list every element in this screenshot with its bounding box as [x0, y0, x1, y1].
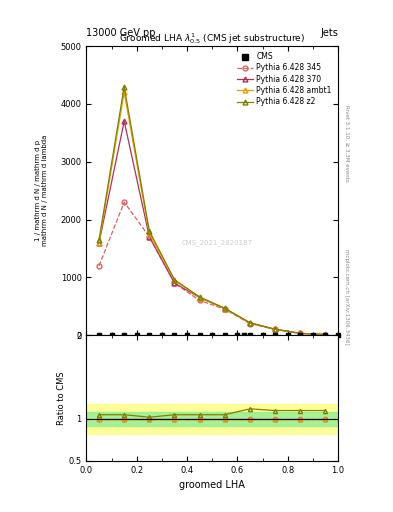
- Bar: [86, 412, 338, 425]
- Title: Groomed LHA $\lambda^{1}_{0.5}$ (CMS jet substructure): Groomed LHA $\lambda^{1}_{0.5}$ (CMS jet…: [119, 31, 305, 46]
- Text: 1 / mathrm d N / mathrm d p
mathrm d N / mathrm d lambda: 1 / mathrm d N / mathrm d p mathrm d N /…: [35, 135, 48, 246]
- Y-axis label: Ratio to CMS: Ratio to CMS: [57, 371, 66, 425]
- Text: mcplots.cern.ch [arXiv:1306.3436]: mcplots.cern.ch [arXiv:1306.3436]: [344, 249, 349, 345]
- Text: Jets: Jets: [320, 28, 338, 38]
- Text: Rivet 3.1.10, ≥ 3.3M events: Rivet 3.1.10, ≥ 3.3M events: [344, 105, 349, 182]
- Legend: CMS, Pythia 6.428 345, Pythia 6.428 370, Pythia 6.428 ambt1, Pythia 6.428 z2: CMS, Pythia 6.428 345, Pythia 6.428 370,…: [235, 50, 334, 109]
- Text: CMS_2021_2820187: CMS_2021_2820187: [182, 239, 253, 246]
- Text: 13000 GeV pp: 13000 GeV pp: [86, 28, 156, 38]
- Bar: [86, 404, 338, 434]
- X-axis label: groomed LHA: groomed LHA: [179, 480, 245, 490]
